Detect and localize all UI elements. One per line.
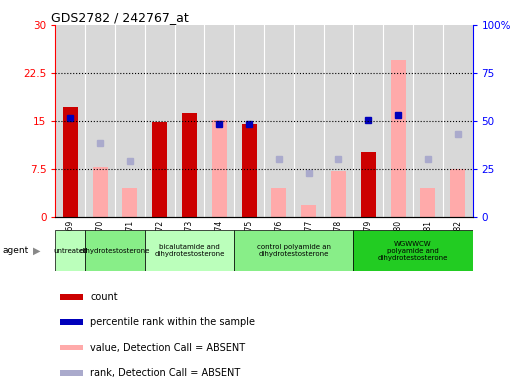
- Bar: [152, 122, 167, 217]
- Bar: [182, 113, 197, 217]
- Text: WGWWCW
polyamide and
dihydrotestosterone: WGWWCW polyamide and dihydrotestosterone: [378, 240, 448, 261]
- Text: count: count: [90, 292, 118, 302]
- Bar: [391, 60, 406, 217]
- Text: percentile rank within the sample: percentile rank within the sample: [90, 317, 256, 327]
- Text: untreated: untreated: [53, 248, 88, 253]
- Bar: [93, 167, 108, 217]
- Text: rank, Detection Call = ABSENT: rank, Detection Call = ABSENT: [90, 368, 241, 378]
- Bar: [60, 370, 83, 376]
- Bar: [60, 319, 83, 325]
- Bar: [361, 152, 376, 217]
- Bar: [60, 294, 83, 300]
- Bar: [301, 205, 316, 217]
- Bar: [271, 188, 286, 217]
- Text: GDS2782 / 242767_at: GDS2782 / 242767_at: [51, 11, 189, 24]
- Bar: [242, 124, 257, 217]
- Bar: [122, 188, 137, 217]
- Bar: [55, 230, 85, 271]
- Text: bicalutamide and
dihydrotestosterone: bicalutamide and dihydrotestosterone: [154, 244, 225, 257]
- Bar: [60, 345, 83, 350]
- Bar: [63, 107, 78, 217]
- Text: ▶: ▶: [33, 245, 41, 255]
- Bar: [145, 230, 234, 271]
- Text: value, Detection Call = ABSENT: value, Detection Call = ABSENT: [90, 343, 246, 353]
- Text: agent: agent: [3, 246, 29, 255]
- Bar: [420, 188, 435, 217]
- Bar: [212, 120, 227, 217]
- Bar: [85, 230, 145, 271]
- Text: dihydrotestosterone: dihydrotestosterone: [80, 248, 150, 253]
- Text: control polyamide an
dihydrotestosterone: control polyamide an dihydrotestosterone: [257, 244, 331, 257]
- Bar: [353, 230, 473, 271]
- Bar: [450, 169, 465, 217]
- Bar: [234, 230, 353, 271]
- Bar: [331, 171, 346, 217]
